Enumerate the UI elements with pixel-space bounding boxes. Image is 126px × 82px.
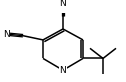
- Text: N: N: [60, 0, 66, 8]
- Text: N: N: [60, 66, 66, 75]
- Text: N: N: [3, 30, 9, 39]
